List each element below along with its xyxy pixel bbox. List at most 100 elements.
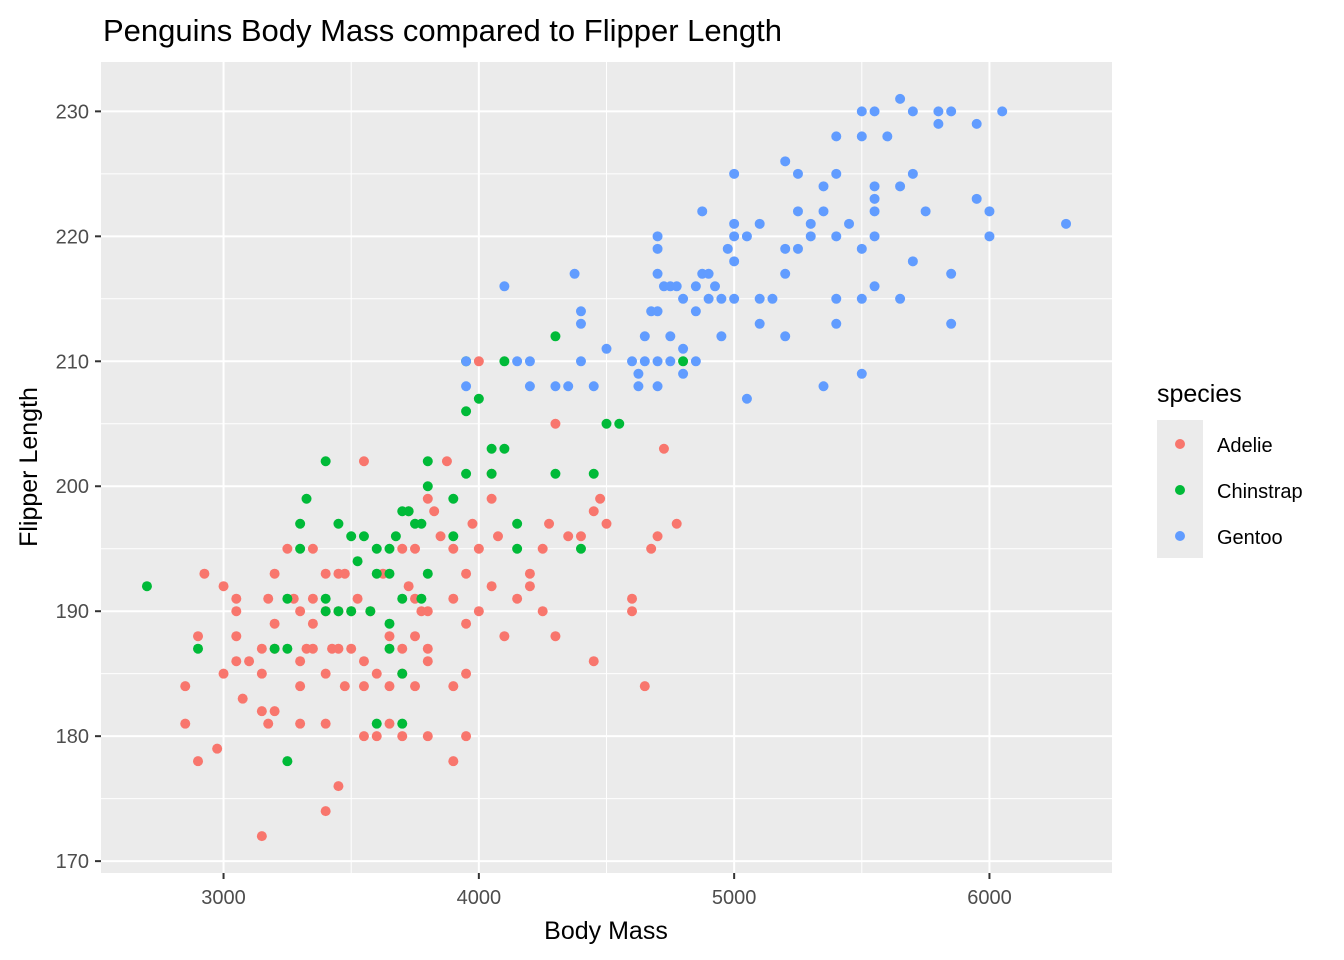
data-point-gentoo [856,243,867,254]
data-point-adelie [358,681,369,692]
data-point-gentoo [690,281,701,292]
data-point-chinstrap [550,331,561,342]
data-point-gentoo [461,356,472,367]
data-point-gentoo [971,118,982,129]
minor-grid [101,62,1112,873]
data-point-chinstrap [397,718,408,729]
data-point-adelie [467,518,478,529]
data-point-adelie [397,643,408,654]
data-point-chinstrap [499,443,510,454]
data-point-adelie [410,631,421,642]
data-point-gentoo [678,368,689,379]
y-tick-label: 190 [56,601,89,623]
data-point-adelie [627,606,638,617]
data-point-chinstrap [269,643,280,654]
data-point-gentoo [563,381,574,392]
legend: species Adelie Chinstrap Gentoo [1157,380,1303,558]
data-point-gentoo [869,206,880,217]
data-point-adelie [295,718,306,729]
data-point-adelie [588,506,599,517]
data-point-gentoo [639,356,650,367]
data-point-chinstrap [397,593,408,604]
data-point-gentoo [524,356,535,367]
legend-key-gentoo [1175,531,1185,541]
data-point-adelie [193,756,204,767]
data-point-gentoo [856,106,867,117]
data-point-gentoo [690,306,701,317]
data-point-chinstrap [141,581,152,592]
data-point-gentoo [907,168,918,179]
data-point-gentoo [856,293,867,304]
data-point-adelie [263,593,274,604]
data-point-gentoo [805,218,816,229]
data-point-adelie [352,593,363,604]
data-point-adelie [461,568,472,579]
data-point-adelie [537,606,548,617]
data-point-gentoo [869,106,880,117]
data-point-adelie [422,606,433,617]
data-point-gentoo [869,181,880,192]
data-point-chinstrap [448,493,459,504]
x-tick-label: 6000 [967,887,1012,909]
data-point-gentoo [665,331,676,342]
data-point-gentoo [780,243,791,254]
x-axis-title: Body Mass [544,917,668,945]
data-point-gentoo [792,206,803,217]
data-point-adelie [461,731,472,742]
y-tick-label: 230 [56,101,89,123]
data-point-chinstrap [403,506,414,517]
data-point-chinstrap [416,518,427,529]
data-point-adelie [295,656,306,667]
data-point-adelie [550,631,561,642]
data-point-chinstrap [550,468,561,479]
data-point-gentoo [831,231,842,242]
y-tick-label: 170 [56,851,89,873]
data-point-gentoo [690,356,701,367]
data-point-adelie [244,656,255,667]
data-point-chinstrap [371,718,382,729]
data-point-gentoo [741,231,752,242]
data-point-chinstrap [448,531,459,542]
data-point-chinstrap [346,606,357,617]
data-point-gentoo [780,156,791,167]
data-point-gentoo [716,293,727,304]
data-point-chinstrap [575,543,586,554]
data-point-adelie [435,531,446,542]
data-point-gentoo [601,343,612,354]
data-point-gentoo [652,306,663,317]
x-tick-label: 4000 [457,887,502,909]
data-point-gentoo [869,193,880,204]
data-point-adelie [524,581,535,592]
data-point-gentoo [831,168,842,179]
data-point-chinstrap [384,568,395,579]
data-point-gentoo [895,93,906,104]
data-point-adelie [473,356,484,367]
data-point-adelie [256,706,267,717]
data-point-adelie [595,493,606,504]
data-point-adelie [448,756,459,767]
data-point-adelie [448,543,459,554]
data-point-gentoo [780,268,791,279]
y-tick-label: 200 [56,476,89,498]
data-point-adelie [499,631,510,642]
data-point-chinstrap [588,468,599,479]
data-point-adelie [371,731,382,742]
data-point-adelie [320,668,331,679]
data-point-gentoo [805,231,816,242]
data-point-chinstrap [390,531,401,542]
data-point-chinstrap [295,518,306,529]
data-point-gentoo [792,243,803,254]
data-point-gentoo [856,131,867,142]
data-point-adelie [339,681,350,692]
data-point-chinstrap [486,468,497,479]
data-point-adelie [237,693,248,704]
data-points [141,93,1072,842]
data-point-chinstrap [301,493,312,504]
data-point-gentoo [575,318,586,329]
data-point-chinstrap [282,756,293,767]
data-point-gentoo [754,293,765,304]
data-point-gentoo [920,206,931,217]
data-point-gentoo [729,218,740,229]
data-point-chinstrap [384,543,395,554]
data-point-adelie [422,656,433,667]
